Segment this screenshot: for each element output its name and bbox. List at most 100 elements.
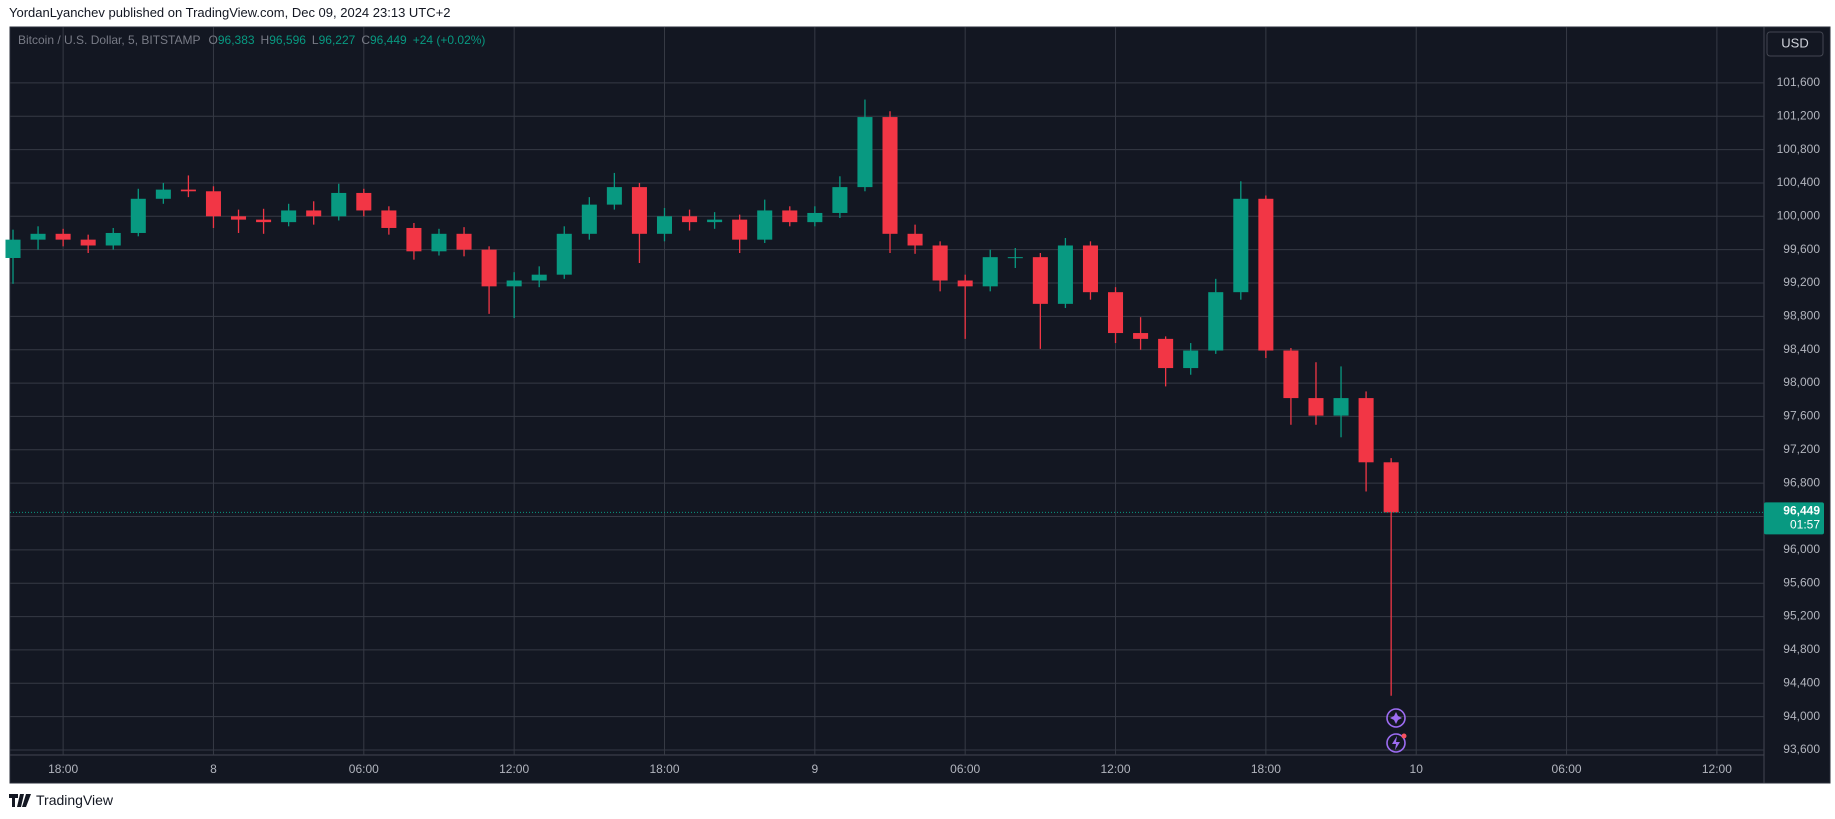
ohlc-key: C [361, 33, 370, 47]
x-tick-label: 18:00 [1251, 762, 1281, 776]
candle-body [882, 117, 898, 234]
candle-body [406, 227, 422, 252]
y-tick-label: 96,000 [1783, 542, 1820, 556]
countdown-label: 01:57 [1790, 518, 1820, 532]
y-tick-label: 96,400 [1783, 509, 1820, 523]
candle-body [1258, 198, 1274, 351]
candle-body [55, 233, 71, 240]
candle-body [531, 274, 547, 281]
candle-body [782, 210, 798, 223]
candle-body [1032, 257, 1048, 304]
y-tick-label: 96,800 [1783, 475, 1820, 489]
candle-body [1358, 398, 1374, 463]
candle-body [431, 233, 447, 252]
y-tick-label: 94,000 [1783, 709, 1820, 723]
candle-body [331, 192, 347, 217]
ohlc-value: 96,596 [269, 33, 306, 47]
candle-body [832, 187, 848, 213]
candle-body [1133, 333, 1149, 339]
published-line: YordanLyanchev published on TradingView.… [9, 5, 451, 20]
brand: TradingView [9, 792, 113, 808]
x-tick-label: 10 [1410, 762, 1424, 776]
ohlc-key: O [209, 33, 218, 47]
brand-logo [9, 793, 31, 807]
candle-body [656, 216, 673, 234]
last-price-label: 96,449 [1783, 504, 1820, 518]
svg-text:Bitcoin / U.S. Dollar, 5, BITS: Bitcoin / U.S. Dollar, 5, BITSTAMP O96,38… [18, 33, 485, 47]
candle-body [556, 233, 572, 275]
candle-body [306, 210, 322, 217]
y-tick-label: 99,600 [1783, 242, 1820, 256]
y-tick-label: 99,200 [1783, 275, 1820, 289]
y-tick-label: 98,800 [1783, 309, 1820, 323]
candle-body [256, 219, 272, 223]
candle-body [1007, 257, 1023, 259]
candle-body [381, 210, 397, 228]
y-tick-label: 100,000 [1777, 208, 1821, 222]
candle-body [807, 212, 823, 223]
candle-body [1283, 350, 1299, 399]
x-tick-label: 06:00 [349, 762, 379, 776]
symbol: Bitcoin / U.S. Dollar, 5, BITSTAMP [18, 33, 201, 47]
candle-body [1082, 245, 1098, 293]
candle-body [1183, 350, 1199, 369]
candle-body [1108, 292, 1124, 334]
candle-body [155, 189, 171, 199]
x-tick-label: 06:00 [1552, 762, 1582, 776]
candle-body [857, 117, 873, 188]
x-tick-label: 8 [210, 762, 217, 776]
candle-body [957, 280, 973, 287]
x-tick-label: 18:00 [649, 762, 679, 776]
candle-body [5, 239, 21, 258]
candle-body [707, 219, 723, 223]
candle-body [205, 191, 221, 217]
ohlc-key: H [261, 33, 270, 47]
last-price-box [1764, 502, 1824, 535]
candle-body [506, 280, 522, 287]
candle-body [80, 239, 96, 246]
y-tick-label: 95,600 [1783, 575, 1820, 589]
candle-body [281, 210, 297, 223]
candle-body [682, 216, 698, 223]
chart-background [9, 26, 1831, 784]
candle-body [481, 249, 497, 287]
x-tick-label: 9 [811, 762, 818, 776]
candle-body [581, 204, 597, 234]
currency-button[interactable] [1766, 31, 1824, 57]
candle-body [1308, 398, 1324, 416]
candle-body [982, 257, 998, 287]
x-tick-label: 12:00 [499, 762, 529, 776]
y-tick-label: 93,600 [1783, 742, 1820, 756]
header: Bitcoin / U.S. Dollar, 5, BITSTAMP O96,38… [18, 33, 485, 47]
y-tick-label: 95,200 [1783, 609, 1820, 623]
y-tick-label: 94,400 [1783, 675, 1820, 689]
change: +24 (+0.02%) [413, 33, 486, 47]
candle-body [130, 198, 146, 233]
event-icons [1386, 708, 1407, 753]
ohlc-value: 96,449 [370, 33, 407, 47]
y-tick-label: 100,400 [1777, 175, 1821, 189]
candle-body [932, 245, 948, 281]
y-tick-label: 97,600 [1783, 409, 1820, 423]
y-tick-label: 94,800 [1783, 642, 1820, 656]
candle-body [456, 233, 472, 250]
y-tick-label: 101,200 [1777, 108, 1821, 122]
candle-body [1057, 245, 1073, 304]
ohlc-key: L [312, 33, 319, 47]
x-tick-label: 18:00 [48, 762, 78, 776]
ohlc-value: 96,383 [218, 33, 255, 47]
candle-body [757, 210, 773, 240]
candle-body [631, 187, 647, 234]
x-tick-label: 06:00 [950, 762, 980, 776]
candle-body [732, 219, 748, 240]
candle-body [231, 216, 247, 220]
candle-body [105, 232, 121, 246]
candle-body [1208, 292, 1224, 351]
x-tick-label: 12:00 [1101, 762, 1131, 776]
candle-body [356, 192, 372, 211]
y-tick-label: 101,600 [1777, 75, 1821, 89]
y-tick-label: 97,200 [1783, 442, 1820, 456]
candle-body [30, 233, 46, 240]
